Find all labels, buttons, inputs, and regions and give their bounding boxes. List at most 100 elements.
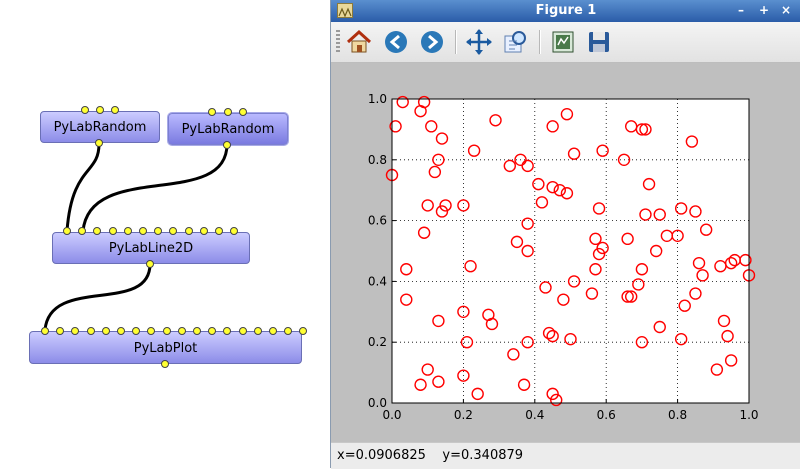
node-output-port[interactable]	[95, 139, 103, 147]
data-point	[417, 95, 431, 109]
node-input-port[interactable]	[193, 327, 201, 335]
window-titlebar[interactable]: Figure 1 – + ×	[331, 0, 800, 22]
data-point	[432, 375, 445, 388]
x-tick-label: 0.4	[525, 408, 544, 422]
data-point	[471, 387, 484, 401]
data-point	[689, 287, 702, 300]
minimize-icon[interactable]: –	[738, 3, 744, 17]
data-point	[567, 275, 581, 288]
plot-axes-frame	[391, 98, 750, 404]
scatter-chart[interactable]: 0.0 0.2 0.4 0.6 0.8 1.0 0.0 0.2 0.4 0.6 0.8 1.0	[331, 63, 800, 442]
y-tick-label: 0.4	[368, 274, 387, 288]
pan-icon[interactable]	[464, 27, 494, 57]
data-point	[632, 278, 645, 291]
figure-canvas[interactable]: 0.0 0.2 0.4 0.6 0.8 1.0 0.0 0.2 0.4 0.6 0.8 1.0	[331, 63, 800, 442]
home-icon[interactable]	[344, 27, 374, 57]
node-input-port[interactable]	[239, 108, 247, 116]
y-tick-label: 0.2	[368, 335, 387, 349]
maximize-icon[interactable]: +	[758, 3, 770, 17]
node-input-port[interactable]	[253, 327, 262, 335]
node-input-port[interactable]	[299, 327, 308, 335]
data-point	[596, 144, 609, 157]
node-output-port[interactable]	[161, 360, 169, 368]
node-input-port[interactable]	[139, 227, 147, 235]
node-input-port[interactable]	[71, 327, 80, 335]
node-input-port[interactable]	[238, 327, 247, 335]
node-input-port[interactable]	[199, 227, 208, 235]
connection-wire[interactable]	[65, 143, 101, 232]
data-point	[435, 205, 449, 218]
node-pylabline2d[interactable]: PyLabLine2D	[52, 232, 250, 264]
node-input-port[interactable]	[93, 227, 102, 235]
data-point	[439, 199, 452, 212]
node-label: PyLabRandom	[181, 122, 275, 137]
toolbar-grip[interactable]	[336, 30, 340, 54]
connection-wire[interactable]	[43, 263, 152, 331]
node-input-port[interactable]	[96, 106, 104, 114]
node-input-port[interactable]	[177, 327, 186, 335]
node-input-port[interactable]	[223, 327, 232, 335]
data-point	[417, 226, 431, 239]
app-icon[interactable]	[337, 3, 353, 18]
data-point	[532, 177, 545, 191]
node-input-port[interactable]	[63, 227, 71, 235]
toolbar-separator	[539, 30, 541, 54]
node-input-port[interactable]	[208, 108, 216, 116]
data-point	[624, 290, 638, 303]
node-input-port[interactable]	[154, 227, 163, 235]
node-output-port[interactable]	[223, 141, 231, 149]
node-input-port[interactable]	[78, 227, 87, 235]
configure-subplots-icon[interactable]	[548, 27, 578, 57]
node-input-port[interactable]	[184, 227, 193, 235]
data-point	[421, 363, 434, 376]
data-point	[514, 153, 527, 167]
node-input-port[interactable]	[162, 327, 171, 335]
data-point	[521, 336, 534, 349]
node-input-port[interactable]	[132, 327, 141, 335]
node-input-port[interactable]	[123, 227, 132, 235]
node-input-port[interactable]	[215, 227, 223, 235]
node-input-port[interactable]	[101, 327, 110, 335]
node-input-port[interactable]	[169, 227, 178, 235]
node-input-port[interactable]	[108, 227, 117, 235]
connection-wire[interactable]	[81, 143, 229, 232]
node-input-port[interactable]	[284, 327, 293, 335]
node-input-port[interactable]	[269, 327, 277, 335]
toolbar-separator	[455, 30, 457, 54]
node-input-port[interactable]	[41, 327, 49, 335]
node-input-port[interactable]	[224, 108, 232, 116]
toolbar	[331, 22, 800, 63]
close-icon[interactable]: ×	[780, 3, 792, 17]
y-tick-label: 1.0	[368, 92, 387, 106]
node-output-port[interactable]	[146, 260, 154, 268]
data-point	[592, 247, 606, 261]
node-input-port[interactable]	[230, 227, 239, 235]
node-input-port[interactable]	[111, 106, 119, 114]
node-input-port[interactable]	[147, 327, 156, 335]
node-input-port[interactable]	[117, 327, 125, 335]
data-point	[464, 259, 477, 273]
data-point	[649, 244, 663, 258]
data-point	[617, 153, 631, 167]
data-point	[546, 120, 559, 133]
window-title: Figure 1	[535, 3, 597, 18]
data-point	[689, 205, 702, 218]
back-arrow-icon[interactable]	[381, 27, 411, 57]
data-point	[507, 348, 520, 361]
data-point	[521, 217, 534, 230]
node-editor-canvas[interactable]: PyLabRandom PyLabRandom PyLabLine2D PyLa…	[0, 0, 330, 468]
forward-arrow-icon[interactable]	[417, 27, 447, 57]
node-input-port[interactable]	[81, 106, 89, 114]
node-input-port[interactable]	[86, 327, 95, 335]
cursor-coordinates: x=0.0906825 y=0.340879	[337, 448, 523, 463]
data-point	[589, 263, 602, 276]
zoom-icon[interactable]	[501, 27, 531, 57]
data-point	[546, 387, 559, 401]
data-point	[517, 378, 531, 391]
node-pylabrandom-1[interactable]: PyLabRandom	[40, 111, 160, 143]
save-icon[interactable]	[584, 27, 614, 57]
node-input-port[interactable]	[56, 327, 65, 335]
x-tick-label: 1.0	[739, 408, 758, 422]
node-input-port[interactable]	[208, 327, 217, 335]
data-point	[685, 135, 699, 148]
